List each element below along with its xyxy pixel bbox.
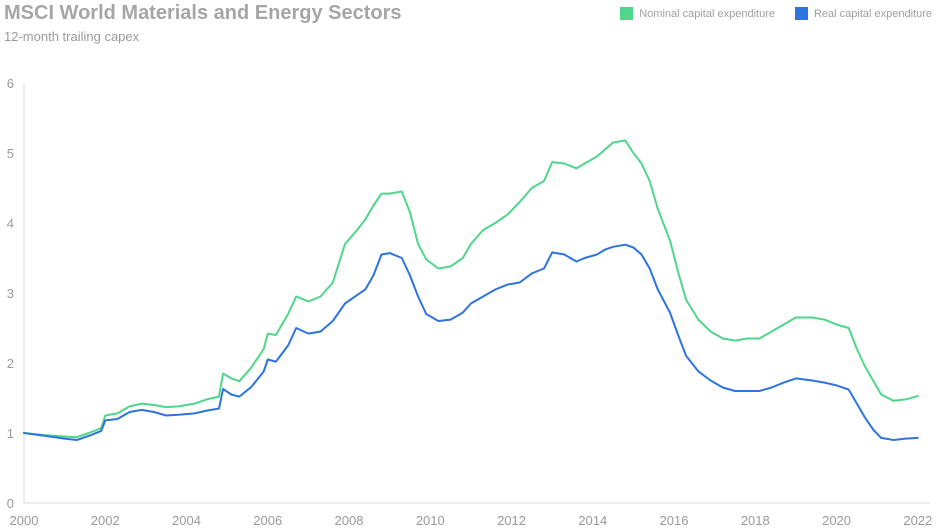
y-tick-label: 1 [7,426,14,441]
legend-item-nominal[interactable]: Nominal capital expenditure [620,7,775,20]
legend-item-real[interactable]: Real capital expenditure [794,7,932,20]
x-tick-label: 2014 [578,513,607,528]
chart-subtitle: 12-month trailing capex [4,29,140,44]
y-tick-label: 2 [7,356,14,371]
x-tick-label: 2006 [253,513,282,528]
x-tick-label: 2012 [497,513,526,528]
y-tick-label: 6 [7,76,14,91]
x-tick-label: 2000 [10,513,39,528]
legend-label-real: Real capital expenditure [813,7,932,20]
series-line-nominal [23,139,919,439]
chart-title: MSCI World Materials and Energy Sectors [4,2,402,24]
y-tick-label: 4 [7,216,14,231]
x-tick-label: 2010 [416,513,445,528]
legend-label-nominal: Nominal capital expenditure [639,7,775,20]
axes: 0 1 2 3 4 5 6 2000 2002 2004 2006 2008 2010 2012 2014 2… [7,76,933,528]
x-tick-label: 2004 [172,513,201,528]
x-tick-label: 2002 [91,513,120,528]
y-tick-label: 0 [7,496,14,511]
x-tick-label: 2018 [741,513,770,528]
y-tick-label: 5 [7,146,14,161]
x-tick-label: 2022 [903,513,932,528]
x-tick-label: 2020 [822,513,851,528]
legend-swatch-real [794,7,808,20]
legend: Nominal capital expenditure Real capital… [620,7,932,20]
series-line-real [23,243,919,441]
x-tick-label: 2016 [660,513,689,528]
legend-swatch-nominal [620,7,634,20]
series-lines [23,139,919,441]
y-tick-label: 3 [7,286,14,301]
x-tick-label: 2008 [335,513,364,528]
